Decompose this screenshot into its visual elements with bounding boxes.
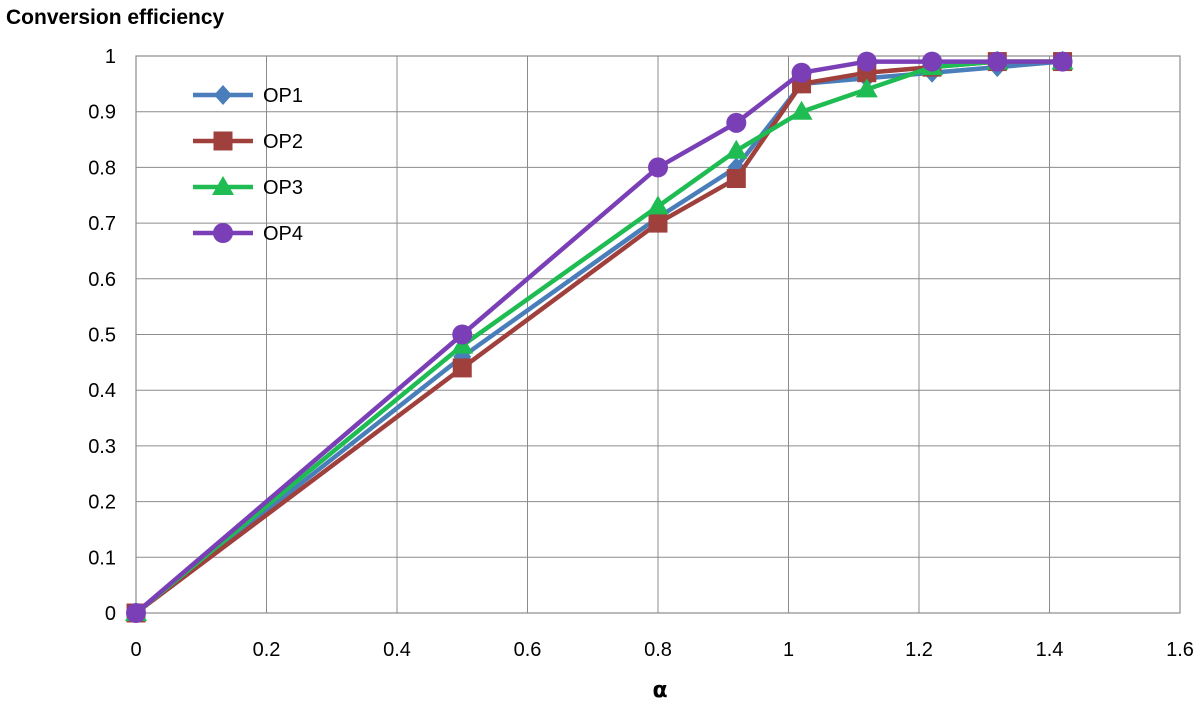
- data-point-op4: [648, 157, 668, 178]
- y-tick-label: 0.1: [88, 547, 116, 569]
- y-tick-label: 0.6: [88, 269, 116, 291]
- legend-item-op2: OP2: [193, 131, 303, 153]
- legend-item-op1: OP1: [193, 85, 303, 107]
- legend-label: OP3: [263, 177, 303, 199]
- x-tick-label: 0: [130, 639, 141, 661]
- data-point-op4: [1052, 51, 1073, 72]
- data-point-op3: [855, 78, 878, 98]
- y-tick-label: 1: [105, 46, 116, 68]
- y-tick-label: 0.2: [88, 492, 116, 514]
- tick-labels: 0 0.1 0.2 0.3 0.4 0.5 0.6 0.7 0.8 0.9 1 0 0.2 0.4 0.6 0…: [88, 46, 1194, 661]
- data-point-op2: [452, 358, 472, 378]
- legend-marker: [213, 223, 233, 243]
- y-axis-title: Conversion efficiency: [6, 6, 225, 29]
- data-point-op4: [726, 112, 747, 133]
- y-tick-label: 0.7: [88, 213, 116, 235]
- legend-marker: [213, 131, 233, 151]
- y-tick-label: 0.3: [88, 436, 116, 458]
- legend-marker: [212, 176, 234, 195]
- x-tick-label: 1.4: [1036, 639, 1064, 661]
- series-layer: [125, 50, 1074, 623]
- x-tick-label: 1.2: [905, 639, 933, 661]
- data-point-op4: [126, 603, 146, 623]
- x-tick-label: 0.4: [383, 639, 411, 661]
- x-axis-title: α: [652, 678, 667, 703]
- x-tick-label: 0.2: [253, 639, 281, 661]
- x-tick-label: 1: [783, 639, 794, 661]
- x-tick-label: 0.8: [644, 639, 672, 661]
- legend-item-op3: OP3: [193, 176, 303, 199]
- data-point-op3: [790, 100, 813, 120]
- data-point-op4: [791, 62, 812, 83]
- data-point-op3: [647, 195, 669, 215]
- x-tick-label: 0.6: [514, 639, 542, 661]
- plot-area-frame: [135, 55, 1181, 614]
- data-point-op4: [987, 51, 1008, 72]
- y-tick-label: 0: [105, 603, 116, 625]
- series-op4: [126, 51, 1073, 623]
- legend-marker: [214, 85, 232, 105]
- data-point-op2: [648, 213, 668, 233]
- x-tick-label: 1.6: [1166, 639, 1194, 661]
- legend-item-op4: OP4: [193, 223, 303, 245]
- legend-label: OP4: [263, 223, 303, 245]
- data-point-op3: [725, 139, 748, 159]
- y-tick-label: 0.4: [88, 380, 116, 402]
- gridlines: [135, 55, 1181, 614]
- y-tick-label: 0.5: [88, 325, 116, 347]
- data-point-op2: [726, 169, 746, 189]
- data-point-op4: [922, 51, 943, 72]
- data-point-op4: [856, 51, 877, 72]
- data-point-op4: [452, 324, 473, 345]
- legend-label: OP1: [263, 85, 303, 107]
- y-tick-label: 0.8: [88, 157, 116, 179]
- y-tick-label: 0.9: [88, 102, 116, 124]
- legend-label: OP2: [263, 131, 303, 153]
- legend: OP1 OP2 OP3 OP4: [193, 85, 303, 245]
